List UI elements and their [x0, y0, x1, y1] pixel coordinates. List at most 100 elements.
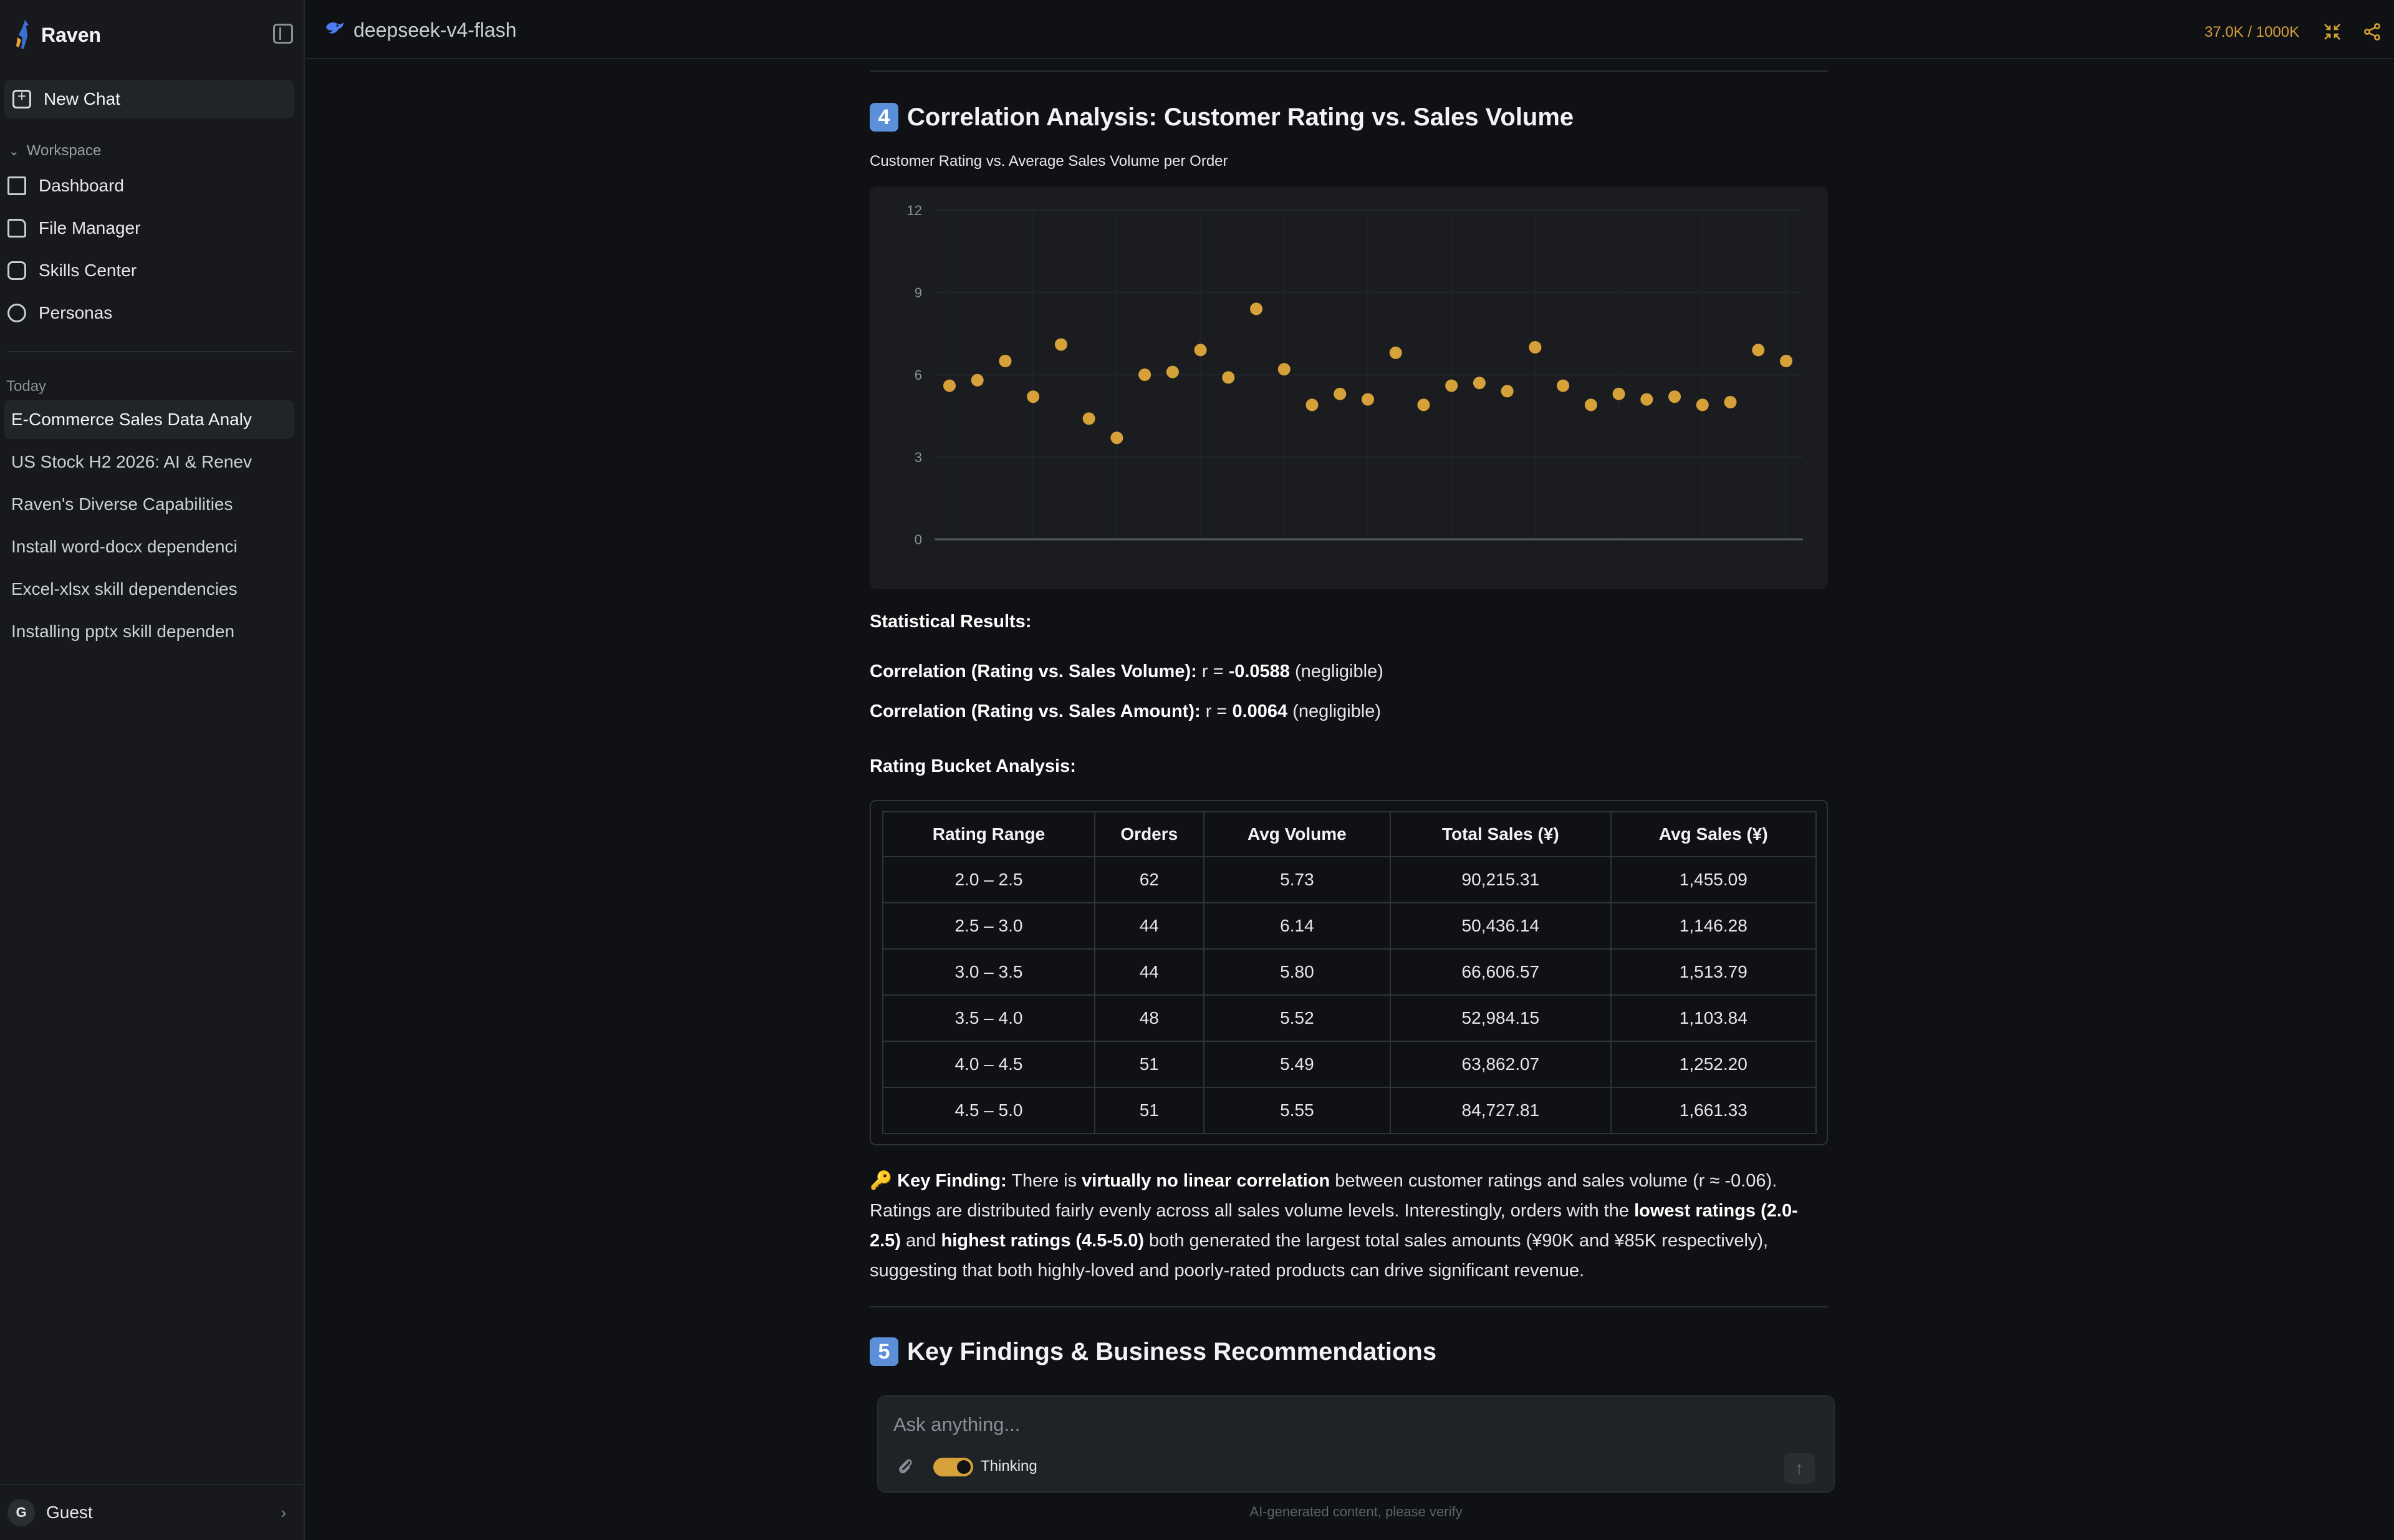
rating-bucket-table: Rating Range Orders Avg Volume Total Sal…: [870, 800, 1828, 1145]
scatter-point[interactable]: [1612, 387, 1625, 400]
new-chat-label: New Chat: [44, 89, 120, 108]
table-cell: 5.73: [1203, 856, 1392, 903]
scatter-point[interactable]: [1250, 302, 1263, 315]
stat-note: (negligible): [1292, 701, 1382, 721]
scatter-point[interactable]: [1668, 390, 1681, 403]
sidebar-item-dashboard[interactable]: Dashboard: [7, 167, 124, 205]
divider: [870, 1306, 1828, 1307]
history-item[interactable]: US Stock H2 2026: AI & Renev: [11, 452, 252, 471]
chevron-right-icon: ›: [281, 1503, 286, 1522]
table-cell: 6.14: [1203, 902, 1392, 950]
user-profile[interactable]: G Guest ›: [0, 1484, 305, 1540]
table-cell: 90,215.31: [1390, 856, 1612, 903]
table-cell: 5.52: [1203, 994, 1392, 1042]
sidebar-item-file-manager[interactable]: File Manager: [7, 209, 140, 247]
scatter-point[interactable]: [1696, 398, 1709, 411]
chat-composer: Thinking ↑: [877, 1395, 1835, 1493]
folder-icon: [7, 219, 26, 238]
scatter-point[interactable]: [1584, 398, 1597, 411]
collapse-sidebar-icon[interactable]: [273, 24, 293, 44]
scatter-point[interactable]: [1473, 377, 1486, 390]
scatter-point[interactable]: [943, 379, 956, 392]
text-run: There is: [1006, 1171, 1082, 1191]
workspace-header[interactable]: ⌄ Workspace: [9, 142, 101, 160]
table-cell: 1,513.79: [1610, 948, 1817, 996]
scatter-point[interactable]: [1166, 365, 1179, 378]
scatter-point[interactable]: [1780, 355, 1792, 367]
scatter-point[interactable]: [1557, 379, 1570, 392]
key-finding-paragraph: 🔑 Key Finding: There is virtually no lin…: [870, 1166, 1828, 1286]
send-button[interactable]: ↑: [1784, 1453, 1815, 1484]
scatter-point[interactable]: [1417, 398, 1430, 411]
text-run: between customer ratings and sales volum…: [870, 1171, 1777, 1221]
table-cell: 84,727.81: [1390, 1087, 1612, 1134]
stat-label: Correlation (Rating vs. Sales Amount):: [870, 701, 1201, 721]
scatter-point[interactable]: [1305, 398, 1319, 411]
table-cell: 51: [1094, 1041, 1204, 1088]
model-selector[interactable]: deepseek-v4-flash: [325, 19, 516, 42]
column-header: Orders: [1094, 811, 1204, 857]
table-cell: 4.5 – 5.0: [882, 1087, 1095, 1134]
chart-title: Customer Rating vs. Average Sales Volume…: [870, 153, 1228, 170]
scatter-point[interactable]: [1277, 363, 1291, 376]
history-item[interactable]: Installing pptx skill dependen: [11, 622, 235, 641]
y-tick-label: 12: [907, 203, 922, 218]
scatter-point[interactable]: [999, 355, 1012, 367]
scatter-point[interactable]: [1529, 341, 1542, 354]
bold-run: lowest ratings (2.0-2.5): [870, 1201, 1798, 1251]
scatter-point[interactable]: [1640, 393, 1653, 406]
dashboard-icon: [7, 176, 26, 195]
compress-icon[interactable]: [2322, 22, 2342, 42]
table-cell: 51: [1094, 1087, 1204, 1134]
stat-r: r =: [1205, 701, 1233, 721]
table-cell: 3.0 – 3.5: [882, 948, 1095, 996]
stats-heading: Statistical Results:: [870, 612, 1032, 632]
brand-name: Raven: [41, 23, 102, 46]
scatter-point[interactable]: [1362, 393, 1374, 406]
whale-icon: [325, 20, 345, 41]
column-header: Avg Volume: [1203, 811, 1392, 857]
scatter-point[interactable]: [1501, 385, 1514, 398]
brand[interactable]: Raven: [11, 17, 101, 52]
scatter-point[interactable]: [1724, 396, 1737, 408]
stat-line-amount: Correlation (Rating vs. Sales Amount): r…: [870, 696, 1381, 726]
scatter-chart: 12 9 6 3 0: [870, 186, 1828, 589]
scatter-point[interactable]: [1334, 387, 1347, 400]
scatter-point[interactable]: [1222, 371, 1235, 384]
sidebar-item-personas[interactable]: Personas: [7, 294, 112, 332]
avatar: G: [7, 1499, 35, 1526]
chat-input[interactable]: [893, 1409, 1766, 1440]
thinking-label: Thinking: [981, 1458, 1037, 1475]
scatter-point[interactable]: [1194, 344, 1207, 357]
scatter-point[interactable]: [1138, 368, 1151, 381]
stat-line-volume: Correlation (Rating vs. Sales Volume): r…: [870, 657, 1383, 686]
scatter-point[interactable]: [1445, 379, 1458, 392]
table-cell: 5.80: [1203, 948, 1392, 996]
attach-icon[interactable]: [897, 1456, 913, 1480]
thinking-toggle[interactable]: [933, 1458, 973, 1476]
keycap-number: 4: [870, 103, 898, 132]
stat-note: (negligible): [1295, 662, 1383, 681]
table-cell: 50,436.14: [1390, 902, 1612, 950]
raven-logo-icon: [11, 17, 36, 52]
scatter-point[interactable]: [1027, 390, 1040, 403]
section-heading-5: 5 Key Findings & Business Recommendation…: [870, 1337, 1436, 1366]
scatter-point[interactable]: [1082, 412, 1095, 425]
table-row: 4.0 – 4.5 51 5.49 63,862.07 1,252.20: [882, 1041, 1817, 1088]
key-finding-label: Key Finding:: [897, 1171, 1007, 1191]
sidebar-item-skills-center[interactable]: Skills Center: [7, 252, 137, 289]
sidebar-divider: [7, 351, 294, 352]
y-tick-label: 3: [915, 450, 922, 465]
history-item[interactable]: Install word-docx dependenci: [11, 537, 238, 556]
scatter-point[interactable]: [1054, 338, 1067, 351]
history-item[interactable]: E-Commerce Sales Data Analy: [4, 400, 294, 439]
history-item[interactable]: Excel-xlsx skill dependencies: [11, 579, 238, 599]
scatter-point[interactable]: [1752, 344, 1765, 357]
scatter-point[interactable]: [971, 373, 984, 387]
share-icon[interactable]: [2362, 22, 2382, 42]
scatter-point[interactable]: [1389, 346, 1402, 359]
user-name: Guest: [46, 1503, 93, 1522]
scatter-point[interactable]: [1110, 431, 1123, 445]
new-chat-button[interactable]: New Chat: [4, 80, 294, 118]
history-item[interactable]: Raven's Diverse Capabilities: [11, 494, 233, 514]
